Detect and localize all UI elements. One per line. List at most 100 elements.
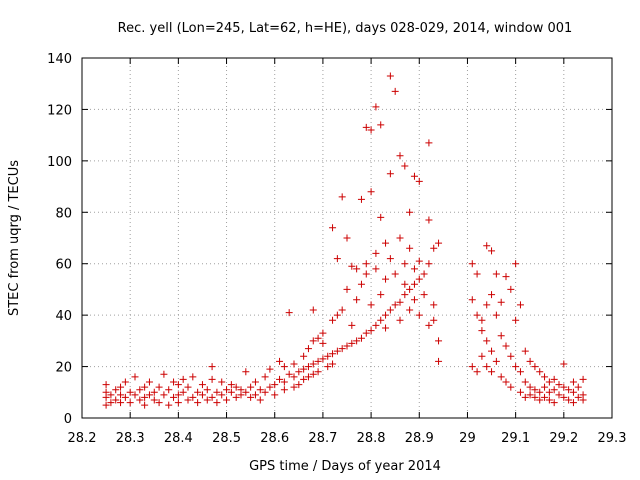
data-point (227, 381, 235, 389)
data-point (526, 383, 534, 391)
data-point (117, 383, 125, 391)
data-point (502, 273, 510, 281)
data-point (468, 260, 476, 268)
data-point (430, 316, 438, 324)
data-point (410, 280, 418, 288)
data-point (223, 396, 231, 404)
y-tick-label: 80 (55, 206, 72, 221)
y-tick-label: 0 (64, 412, 72, 427)
data-point (357, 334, 365, 342)
data-point (121, 378, 129, 386)
axis-ticks (81, 57, 613, 419)
data-point (507, 285, 515, 293)
data-point (521, 393, 529, 401)
data-point (304, 373, 312, 381)
data-point (117, 399, 125, 407)
data-point (430, 301, 438, 309)
data-point (478, 316, 486, 324)
x-tick-label: 29.3 (598, 431, 627, 446)
data-point (536, 388, 544, 396)
data-point (396, 234, 404, 242)
data-point (179, 388, 187, 396)
data-point (348, 262, 356, 270)
data-point (276, 357, 284, 365)
data-point (406, 285, 414, 293)
data-point (126, 388, 134, 396)
data-point (483, 337, 491, 345)
data-point (280, 386, 288, 394)
data-point (314, 357, 322, 365)
data-point (150, 388, 158, 396)
data-point (425, 139, 433, 147)
data-point (271, 391, 279, 399)
data-point (194, 388, 202, 396)
data-point (208, 375, 216, 383)
data-point (213, 388, 221, 396)
data-point (425, 321, 433, 329)
data-point (492, 270, 500, 278)
data-point (309, 360, 317, 368)
data-point (256, 386, 264, 394)
data-point (304, 345, 312, 353)
data-point (304, 363, 312, 371)
data-point (160, 391, 168, 399)
data-point (569, 388, 577, 396)
y-axis-label: STEC from uqrg / TECUs (7, 160, 22, 316)
data-point (507, 352, 515, 360)
data-point (107, 399, 115, 407)
data-point (386, 255, 394, 263)
data-point (276, 375, 284, 383)
data-point (126, 399, 134, 407)
data-point (203, 386, 211, 394)
data-point (218, 378, 226, 386)
data-point (343, 342, 351, 350)
data-point (502, 378, 510, 386)
data-point (280, 363, 288, 371)
data-point (473, 270, 481, 278)
data-point (521, 378, 529, 386)
data-point (382, 239, 390, 247)
data-point (184, 396, 192, 404)
data-point (430, 244, 438, 252)
data-point (150, 396, 158, 404)
data-point (256, 396, 264, 404)
y-tick-label: 140 (47, 52, 72, 67)
data-point (473, 368, 481, 376)
data-point (386, 170, 394, 178)
data-point (550, 375, 558, 383)
data-point (232, 393, 240, 401)
data-point (382, 311, 390, 319)
data-point (488, 247, 496, 255)
data-point (386, 306, 394, 314)
data-point (473, 311, 481, 319)
data-point (348, 321, 356, 329)
data-point (401, 291, 409, 299)
data-point (396, 298, 404, 306)
data-point (401, 280, 409, 288)
data-point (526, 357, 534, 365)
data-point (362, 260, 370, 268)
x-tick-label: 28.7 (308, 431, 337, 446)
data-point (579, 396, 587, 404)
data-point (531, 393, 539, 401)
data-point (300, 365, 308, 373)
x-tick-label: 28.3 (116, 431, 145, 446)
data-point (569, 399, 577, 407)
data-point (155, 383, 163, 391)
data-point (541, 393, 549, 401)
data-point (488, 347, 496, 355)
data-point (574, 383, 582, 391)
data-point (271, 381, 279, 389)
data-point (343, 285, 351, 293)
data-point (526, 391, 534, 399)
data-point (468, 296, 476, 304)
data-point (377, 213, 385, 221)
data-point (251, 391, 259, 399)
data-point (420, 291, 428, 299)
data-point (107, 391, 115, 399)
data-point (102, 401, 110, 409)
data-point (410, 265, 418, 273)
data-point (266, 383, 274, 391)
data-point (531, 363, 539, 371)
data-point (329, 316, 337, 324)
